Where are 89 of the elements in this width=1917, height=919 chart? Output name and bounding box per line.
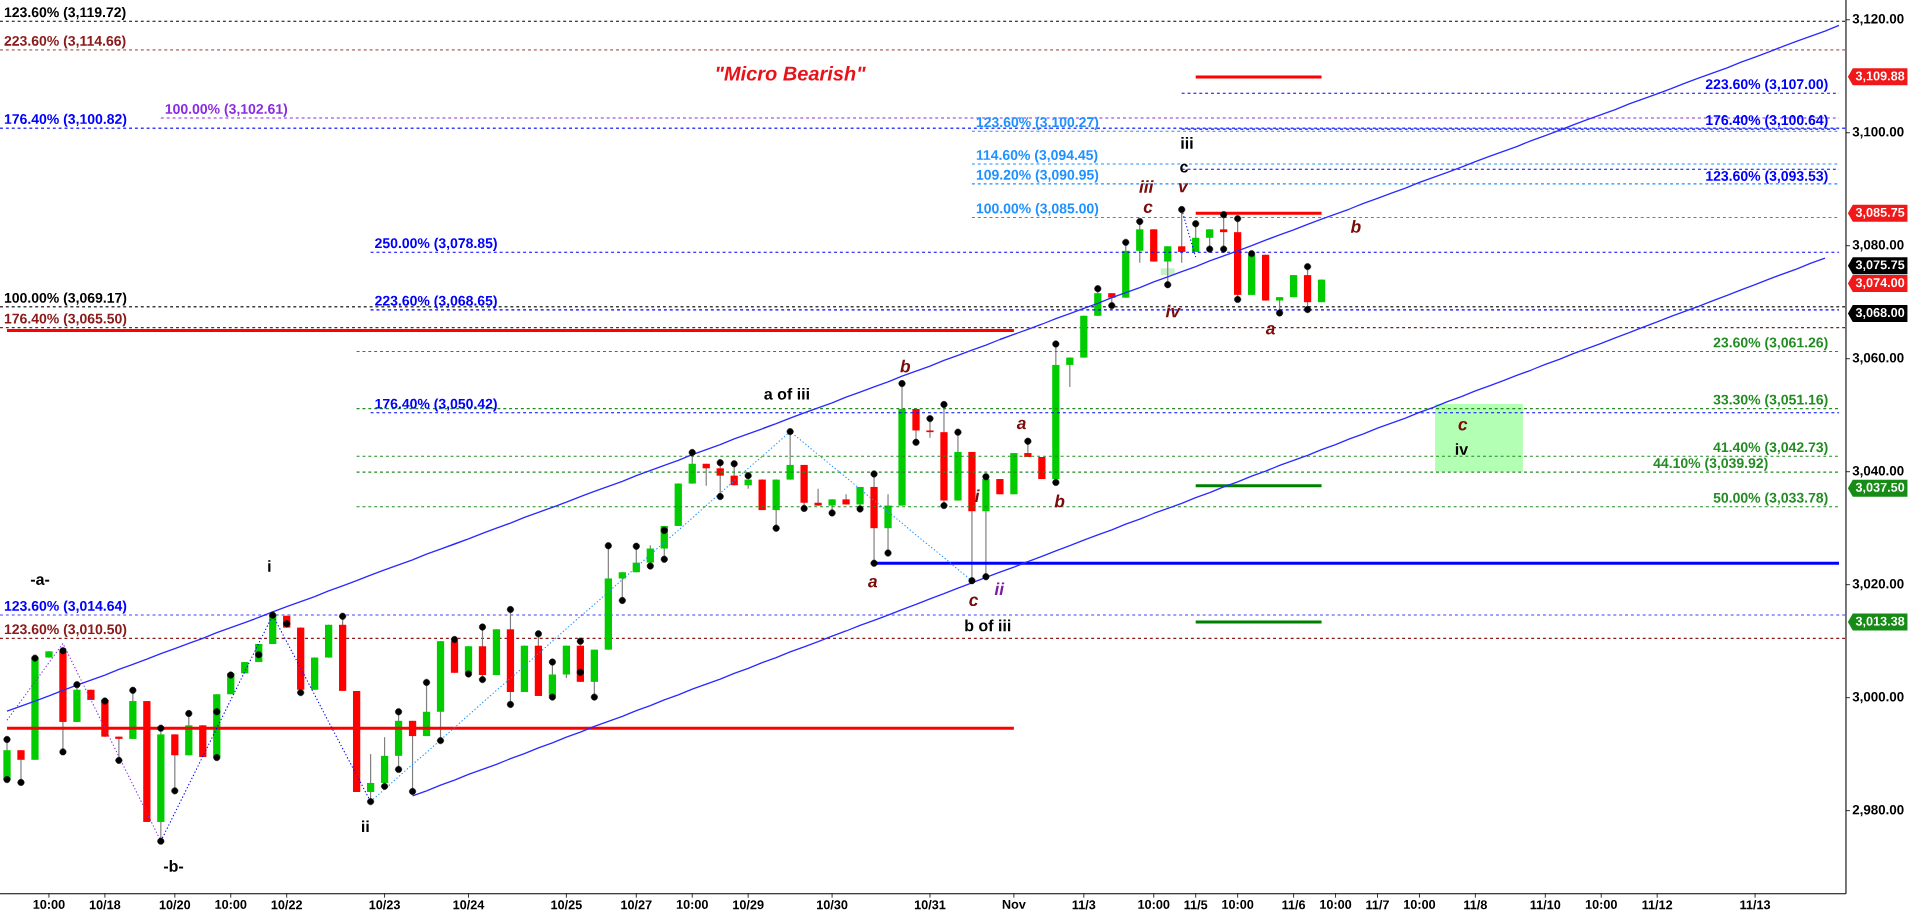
annotation: a [868,577,878,588]
text: 3,013.38 [1855,616,1905,628]
x-tick-label: 10/23 [369,899,400,910]
series-label: 176.40% (3,100.64) [1706,114,1828,128]
x-tick-label: 10:00 [1320,899,1352,909]
ref-line-label: 176.40% (3,100.82) [4,113,127,127]
ref-line-label: 123.60% (3,010.50) [4,623,127,638]
annotation: 223.60% (3,068.65) [375,295,497,309]
annotation: iii [1139,180,1154,193]
text: 3,109.88 [1855,71,1905,83]
y-tick-label: 3,100.00 [1852,127,1904,139]
y-tick-label: 3,060.00 [1852,353,1904,365]
text: 3,085.75 [1855,207,1905,219]
annotation: iv [1455,443,1469,455]
annotation: i [974,489,980,502]
x-tick-label: 10:00 [33,899,65,909]
x-tick-label: 10/31 [914,899,946,910]
annotation: b [1054,494,1065,508]
annotation: 100.00% (3,085.00) [976,203,1099,217]
annotation: b of iii [965,619,1011,632]
x-tick-label: 10:00 [1585,899,1617,909]
x-tick-label: 11/8 [1464,899,1487,910]
text: 3,074.00 [1855,278,1905,289]
series-label: 123.60% (3,093.53) [1706,170,1828,184]
y-tick-label: 3,040.00 [1852,466,1904,478]
y-tick-label: 3,000.00 [1852,691,1904,704]
text: 3,068.00 [1855,308,1905,319]
annotation: c [1458,420,1468,431]
annotation: c [1180,163,1188,173]
annotation: v [1179,183,1189,193]
annotation: iii [1181,137,1193,149]
x-tick-label: 10:00 [676,899,708,909]
ref-line-label: 123.60% (3,014.64) [4,600,127,614]
annotation: a of iii [764,387,809,400]
annotation: c [1143,203,1153,213]
x-tick-label: 10:00 [1404,899,1436,909]
annotation: 114.60% (3,094.45) [976,149,1098,163]
x-tick-label: 10/25 [551,899,582,910]
x-tick-label: 10/30 [817,899,848,910]
annotation: a [1016,419,1026,430]
x-tick-label: 11/6 [1282,899,1306,910]
x-tick-label: 10/29 [733,899,764,910]
x-tick-label: 11/10 [1530,899,1561,910]
y-tick-label: 3,080.00 [1852,240,1904,252]
y-tick-label: 2,980.00 [1852,804,1904,817]
y-tick-label: 3,120.00 [1852,14,1904,26]
series-label: 50.00% (3,033.78) [1713,492,1828,506]
x-tick-label: 10/27 [621,899,652,910]
annotation: 100.00% (3,102.61) [165,103,288,117]
x-tick-label: 10:00 [1222,899,1254,909]
ref-line-label: 100.00% (3,069.17) [4,292,127,306]
y-tick-label: 3,020.00 [1852,578,1904,591]
x-tick-label: 10:00 [1138,899,1170,909]
annotation: b [1350,220,1361,233]
annotation: -a- [30,576,50,585]
x-tick-label: 10/24 [453,899,485,910]
text: "Micro Bearish" [716,65,866,81]
x-tick-label: 10:00 [215,899,247,909]
annotation: 123.60% (3,100.27) [976,116,1099,130]
x-tick-label: 11/13 [1740,899,1771,910]
x-tick-label: 10/22 [271,899,303,910]
series-label: 33.30% (3,051.16) [1713,394,1828,408]
annotation: ii [362,820,369,833]
annotation: 176.40% (3,050.42) [375,398,497,412]
annotation: iv [1165,304,1181,318]
x-tick-label: Nov [1002,899,1026,909]
x-tick-label: 11/7 [1366,899,1389,910]
series-label: 41.40% (3,042.73) [1713,441,1828,455]
series-label: 23.60% (3,061.26) [1713,337,1828,351]
x-tick-label: 11/12 [1642,899,1673,910]
ref-line-label: 176.40% (3,065.50) [4,313,127,327]
annotation: a [1265,325,1275,335]
annotation: ii [994,582,1005,596]
series-label: 44.10% (3,039.92) [1653,457,1768,471]
ref-line-label: 223.60% (3,114.66) [4,35,126,49]
x-tick-label: 11/5 [1184,899,1208,910]
annotation: 250.00% (3,078.85) [375,237,497,251]
annotation: i [268,560,271,572]
annotation: b [900,359,911,373]
annotation: 109.20% (3,090.95) [976,169,1099,183]
ref-line-label: 123.60% (3,119.72) [4,6,126,21]
x-tick-label: 10/18 [89,899,121,910]
x-tick-label: 11/3 [1072,899,1096,910]
series-label: 223.60% (3,107.00) [1705,78,1828,92]
x-tick-label: 10/20 [159,899,191,910]
annotation: c [969,596,979,607]
text: 3,037.50 [1855,482,1905,494]
text: 3,075.75 [1855,260,1905,272]
annotation: -b- [163,860,184,872]
